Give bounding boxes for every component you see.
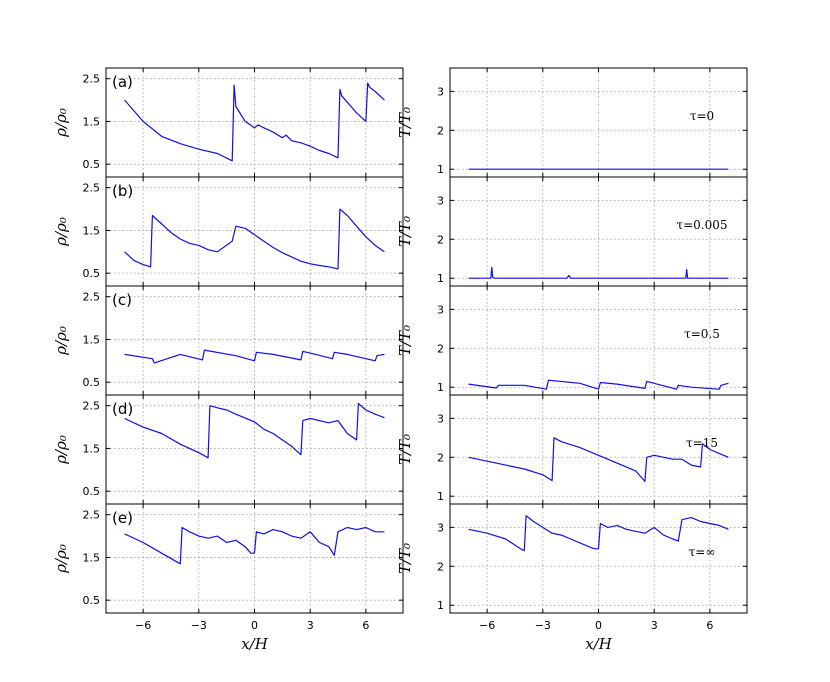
temp-panel-2-ytick-label: 3	[437, 194, 444, 207]
rho-panel-5-ytick-label: 1.5	[83, 551, 101, 564]
rho-panel-2-ylabel: ρ/ρ₀	[52, 217, 70, 247]
rho-panel-2-ytick-label: 0.5	[83, 267, 101, 280]
rho-xtick-label: 3	[307, 619, 314, 632]
temp-panel-5-frame	[449, 503, 748, 614]
temp-panel-4-ytick-label: 2	[437, 451, 444, 464]
rho-panel-2-series-line	[124, 208, 385, 270]
temp-panel-2-ylabel: T/T₀	[396, 216, 414, 247]
temp-panel-1-ytick-label: 2	[437, 124, 444, 137]
rho-panel-1-ytick-label: 0.5	[83, 158, 101, 171]
temp-panel-4-tau-label: τ=15	[686, 436, 718, 450]
temp-panel-5-series-line	[468, 515, 729, 552]
rho-panel-3-ytick-label: 2.5	[83, 291, 101, 304]
temp-xlabel: x/H	[585, 635, 613, 653]
temp-panel-3-series-line	[468, 379, 729, 390]
rho-panel-3-tag: (c)	[112, 291, 132, 309]
rho-panel-5-tag: (e)	[112, 509, 133, 527]
rho-panel-5-series-line	[124, 526, 385, 565]
temp-panel-1-tau-label: τ=0	[690, 109, 714, 123]
rho-panel-5-ytick-label: 0.5	[83, 594, 101, 607]
rho-panel-5-frame	[105, 503, 404, 614]
rho-panel-4-tag: (d)	[112, 400, 133, 418]
rho-panel-5-ytick-label: 2.5	[83, 509, 101, 522]
rho-panel-4-series-line	[124, 402, 385, 459]
temp-panel-2-tau-label: τ=0.005	[676, 218, 727, 232]
rho-xlabel: x/H	[241, 635, 269, 653]
temp-panel-5-ytick-label: 2	[437, 560, 444, 573]
rho-xtick-label: −6	[135, 619, 151, 632]
temp-panel-2-ytick-label: 1	[437, 272, 444, 285]
rho-panel-1-ytick-label: 1.5	[83, 115, 101, 128]
rho-xtick-label: 0	[251, 619, 258, 632]
temp-panel-2-ytick-label: 2	[437, 233, 444, 246]
rho-panel-1-ytick-label: 2.5	[83, 73, 101, 86]
rho-xtick-label: 6	[362, 619, 369, 632]
rho-xtick-label: −3	[191, 619, 207, 632]
temp-xtick-label: −6	[479, 619, 495, 632]
temp-xtick-label: 6	[706, 619, 713, 632]
rho-panel-5-ylabel: ρ/ρ₀	[52, 544, 70, 574]
temp-xtick-label: −3	[535, 619, 551, 632]
rho-panel-3-ytick-label: 0.5	[83, 376, 101, 389]
rho-panel-2-tag: (b)	[112, 182, 133, 200]
rho-panel-3-series-line	[124, 349, 385, 364]
temp-panel-4-ytick-label: 3	[437, 412, 444, 425]
rho-panel-3-ylabel: ρ/ρ₀	[52, 326, 70, 356]
temp-panel-3-tau-label: τ=0.5	[684, 327, 720, 341]
temp-panel-4-series-line	[468, 437, 729, 482]
temp-xtick-label: 0	[595, 619, 602, 632]
temp-panel-5-ytick-label: 3	[437, 521, 444, 534]
rho-panel-1-tag: (a)	[112, 73, 133, 91]
temp-xtick-label: 3	[651, 619, 658, 632]
temp-panel-1-ylabel: T/T₀	[396, 107, 414, 138]
temp-panel-5-tau-label: τ=∞	[689, 545, 716, 559]
rho-panel-4-ytick-label: 0.5	[83, 485, 101, 498]
temp-panel-3-ytick-label: 3	[437, 303, 444, 316]
temp-panel-1-ytick-label: 3	[437, 85, 444, 98]
temp-panel-3-ylabel: T/T₀	[396, 325, 414, 356]
temp-panel-4-ytick-label: 1	[437, 490, 444, 503]
rho-panel-4-ylabel: ρ/ρ₀	[52, 435, 70, 465]
rho-panel-2-ytick-label: 1.5	[83, 224, 101, 237]
temp-panel-5-ylabel: T/T₀	[396, 543, 414, 574]
rho-panel-4-ytick-label: 1.5	[83, 442, 101, 455]
temp-panel-2-series-line	[468, 266, 729, 279]
temp-panel-4-ylabel: T/T₀	[396, 434, 414, 465]
temp-panel-3-ytick-label: 2	[437, 342, 444, 355]
rho-panel-1-ylabel: ρ/ρ₀	[52, 108, 70, 138]
rho-panel-3-ytick-label: 1.5	[83, 333, 101, 346]
rho-panel-1-series-line	[124, 82, 385, 162]
rho-panel-4-ytick-label: 2.5	[83, 400, 101, 413]
temp-panel-3-ytick-label: 1	[437, 381, 444, 394]
temp-panel-5-ytick-label: 1	[437, 599, 444, 612]
rho-panel-2-ytick-label: 2.5	[83, 182, 101, 195]
temp-panel-1-ytick-label: 1	[437, 163, 444, 176]
